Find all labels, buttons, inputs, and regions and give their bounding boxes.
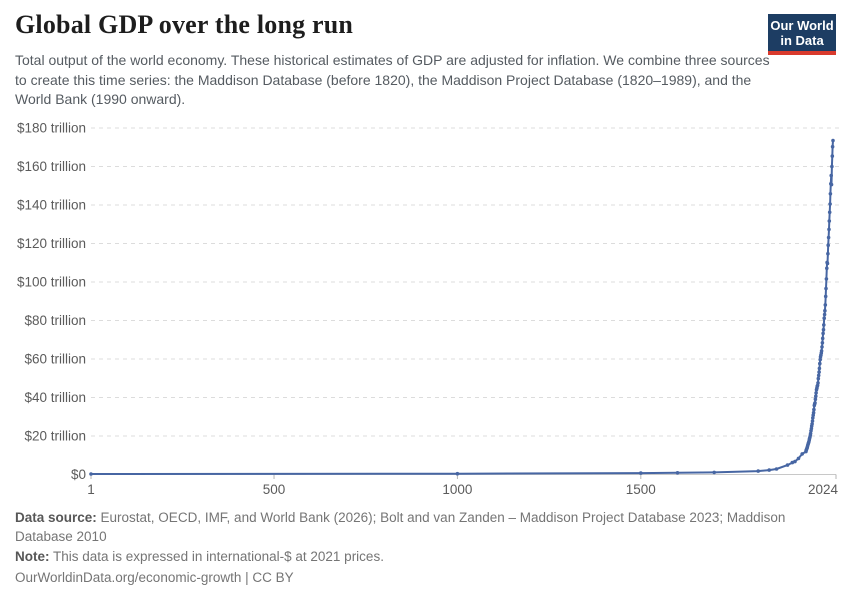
y-axis-tick-label: $60 trillion — [24, 352, 86, 367]
data-point-marker[interactable] — [793, 459, 797, 464]
data-point-marker[interactable] — [829, 173, 833, 178]
data-source-line: Data source: Eurostat, OECD, IMF, and Wo… — [15, 509, 827, 546]
data-point-marker[interactable] — [827, 227, 831, 232]
data-point-marker[interactable] — [712, 470, 716, 475]
data-point-marker[interactable] — [831, 138, 835, 143]
owid-logo-line2: in Data — [780, 33, 824, 48]
y-axis-tick-label: $180 trillion — [17, 121, 86, 136]
x-axis-tick-label: 1 — [87, 482, 95, 497]
data-point-marker[interactable] — [785, 463, 790, 467]
data-point-marker[interactable] — [824, 286, 828, 291]
data-point-marker[interactable] — [817, 370, 821, 374]
chart-subtitle: Total output of the world economy. These… — [15, 52, 770, 107]
x-axis-tick-label: 500 — [263, 482, 286, 497]
y-axis-tick-label: $140 trillion — [17, 198, 86, 213]
data-point-marker[interactable] — [812, 407, 816, 412]
data-point-marker[interactable] — [830, 164, 834, 169]
data-point-marker[interactable] — [816, 376, 821, 381]
data-point-marker[interactable] — [818, 361, 822, 366]
data-point-marker[interactable] — [811, 410, 816, 415]
data-point-marker[interactable] — [822, 316, 826, 321]
data-point-marker[interactable] — [767, 468, 771, 472]
logo-red-stripe — [768, 51, 836, 55]
data-point-marker[interactable] — [810, 419, 815, 423]
data-point-marker[interactable] — [823, 303, 828, 307]
data-point-marker[interactable] — [825, 266, 829, 271]
data-source-text: Eurostat, OECD, IMF, and World Bank (202… — [15, 510, 786, 544]
note-line: Note: This data is expressed in internat… — [15, 548, 827, 567]
data-point-marker[interactable] — [830, 154, 835, 158]
note-label: Note: — [15, 549, 50, 564]
data-point-marker[interactable] — [675, 471, 680, 475]
data-point-marker[interactable] — [816, 381, 820, 385]
data-point-marker[interactable] — [824, 277, 829, 281]
data-point-marker[interactable] — [827, 210, 832, 215]
data-point-marker[interactable] — [821, 331, 825, 336]
y-axis-tick-label: $100 trillion — [17, 275, 86, 290]
data-point-marker[interactable] — [826, 243, 830, 247]
y-axis-tick-label: $0 — [71, 467, 86, 482]
data-point-marker[interactable] — [814, 391, 818, 395]
y-axis-tick-label: $160 trillion — [17, 159, 86, 174]
chart-footer: Data source: Eurostat, OECD, IMF, and Wo… — [15, 509, 827, 589]
owid-logo-text: Our World in Data — [768, 14, 836, 51]
note-text: This data is expressed in international-… — [49, 549, 384, 564]
data-point-marker[interactable] — [818, 357, 822, 362]
data-point-marker[interactable] — [639, 471, 643, 475]
owid-logo[interactable]: Our World in Data — [768, 14, 836, 55]
owid-logo-line1: Our World — [770, 18, 834, 33]
data-point-marker[interactable] — [817, 366, 822, 371]
y-axis-tick-label: $40 trillion — [24, 390, 86, 405]
data-point-marker[interactable] — [816, 373, 821, 378]
x-axis-tick-label: 1500 — [626, 482, 656, 497]
x-axis-tick-label: 1000 — [442, 482, 472, 497]
data-point-marker[interactable] — [823, 308, 827, 313]
data-point-marker[interactable] — [89, 472, 93, 476]
x-axis-tick-label: 2024 — [808, 482, 839, 497]
data-point-marker[interactable] — [820, 336, 825, 341]
data-point-marker[interactable] — [823, 294, 828, 299]
gdp-line[interactable] — [90, 140, 834, 475]
data-point-marker[interactable] — [820, 345, 824, 349]
data-point-marker[interactable] — [830, 144, 835, 149]
data-point-marker[interactable] — [820, 341, 825, 345]
data-point-marker[interactable] — [814, 394, 818, 399]
y-axis-tick-label: $20 trillion — [24, 429, 86, 444]
data-source-label: Data source: — [15, 510, 97, 525]
data-point-marker[interactable] — [796, 456, 801, 461]
data-point-marker[interactable] — [821, 327, 826, 332]
data-point-marker[interactable] — [826, 235, 831, 240]
data-point-marker[interactable] — [819, 349, 824, 353]
data-point-marker[interactable] — [813, 397, 818, 402]
data-point-marker[interactable] — [800, 452, 804, 456]
data-point-marker[interactable] — [828, 202, 832, 206]
data-point-marker[interactable] — [822, 312, 827, 317]
data-point-marker[interactable] — [827, 219, 832, 223]
data-point-marker[interactable] — [455, 471, 460, 476]
data-point-marker[interactable] — [826, 251, 830, 256]
citation-link[interactable]: OurWorldinData.org/economic-growth | CC … — [15, 569, 294, 585]
data-point-marker[interactable] — [813, 401, 817, 405]
data-point-marker[interactable] — [828, 192, 833, 196]
data-point-marker[interactable] — [810, 422, 814, 426]
data-point-marker[interactable] — [774, 467, 779, 471]
data-point-marker[interactable] — [808, 431, 813, 436]
data-point-marker[interactable] — [822, 323, 826, 327]
data-point-marker[interactable] — [756, 469, 760, 473]
page-title: Global GDP over the long run — [15, 10, 354, 39]
data-point-marker[interactable] — [825, 261, 830, 266]
y-axis-tick-label: $80 trillion — [24, 313, 86, 328]
data-point-marker[interactable] — [811, 416, 815, 420]
y-axis-tick-label: $120 trillion — [17, 236, 86, 251]
data-point-marker[interactable] — [829, 182, 834, 187]
